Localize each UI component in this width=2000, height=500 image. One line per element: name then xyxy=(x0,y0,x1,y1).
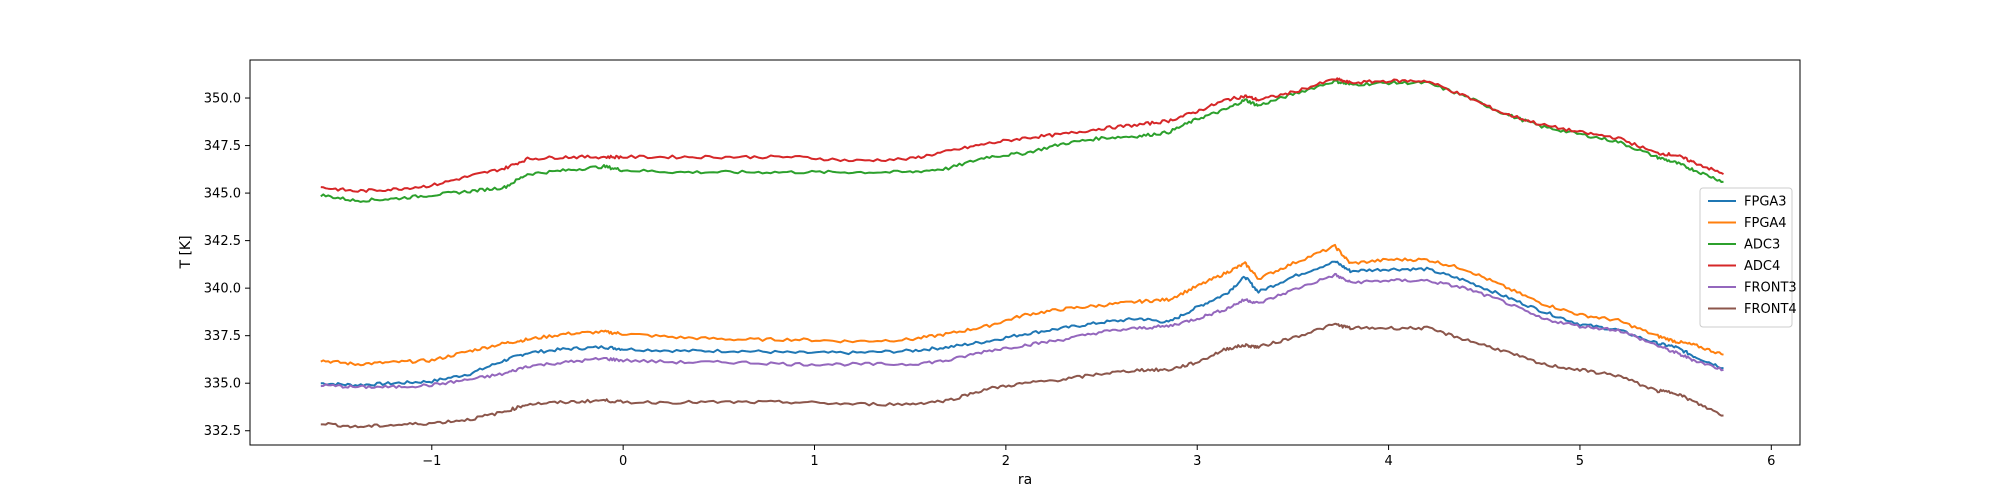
y-tick-label: 340.0 xyxy=(204,282,241,297)
legend-entry: FRONT3 xyxy=(1744,281,1797,296)
x-tick-label: 1 xyxy=(810,454,818,469)
x-tick-label: 2 xyxy=(1002,454,1010,469)
x-tick-label: 5 xyxy=(1576,454,1584,469)
y-tick-label: 350.0 xyxy=(204,92,241,107)
series-line-front4 xyxy=(320,322,1724,429)
legend-entry: FPGA4 xyxy=(1744,216,1787,231)
y-tick-label: 342.5 xyxy=(204,234,241,249)
x-tick-label: 3 xyxy=(1193,454,1201,469)
x-tick-label: 6 xyxy=(1767,454,1775,469)
series-line-fpga4 xyxy=(320,243,1724,367)
y-tick-label: 347.5 xyxy=(204,139,241,154)
y-tick-label: 335.0 xyxy=(204,377,241,392)
x-axis-label: ra xyxy=(1018,472,1032,488)
legend: FPGA3 FPGA4 ADC3 ADC4 FRONT3 FRONT4 xyxy=(1699,187,1797,328)
x-axis-ticks: −1 0 1 2 3 4 5 6 xyxy=(422,445,1775,469)
x-tick-label: 0 xyxy=(619,454,627,469)
plot-frame xyxy=(249,59,1801,446)
x-tick-label: −1 xyxy=(422,454,441,469)
series-line-adc4 xyxy=(320,77,1724,193)
y-tick-label: 332.5 xyxy=(204,424,241,439)
legend-entry: FPGA3 xyxy=(1744,195,1787,210)
legend-entry: FRONT4 xyxy=(1744,302,1797,317)
plot-area xyxy=(250,60,1800,445)
y-axis-ticks: 332.5 335.0 337.5 340.0 342.5 345.0 347.5 350.0 xyxy=(204,92,250,439)
series-line-fpga3 xyxy=(320,260,1724,388)
series-line-adc3 xyxy=(320,78,1724,203)
y-tick-label: 337.5 xyxy=(204,329,241,344)
legend-entry: ADC3 xyxy=(1744,238,1780,253)
series-layer xyxy=(320,77,1724,429)
y-axis-label: T [K] xyxy=(178,235,194,269)
y-tick-label: 345.0 xyxy=(204,187,241,202)
legend-entry: ADC4 xyxy=(1744,259,1780,274)
series-line-front3 xyxy=(320,272,1724,390)
x-tick-label: 4 xyxy=(1384,454,1392,469)
